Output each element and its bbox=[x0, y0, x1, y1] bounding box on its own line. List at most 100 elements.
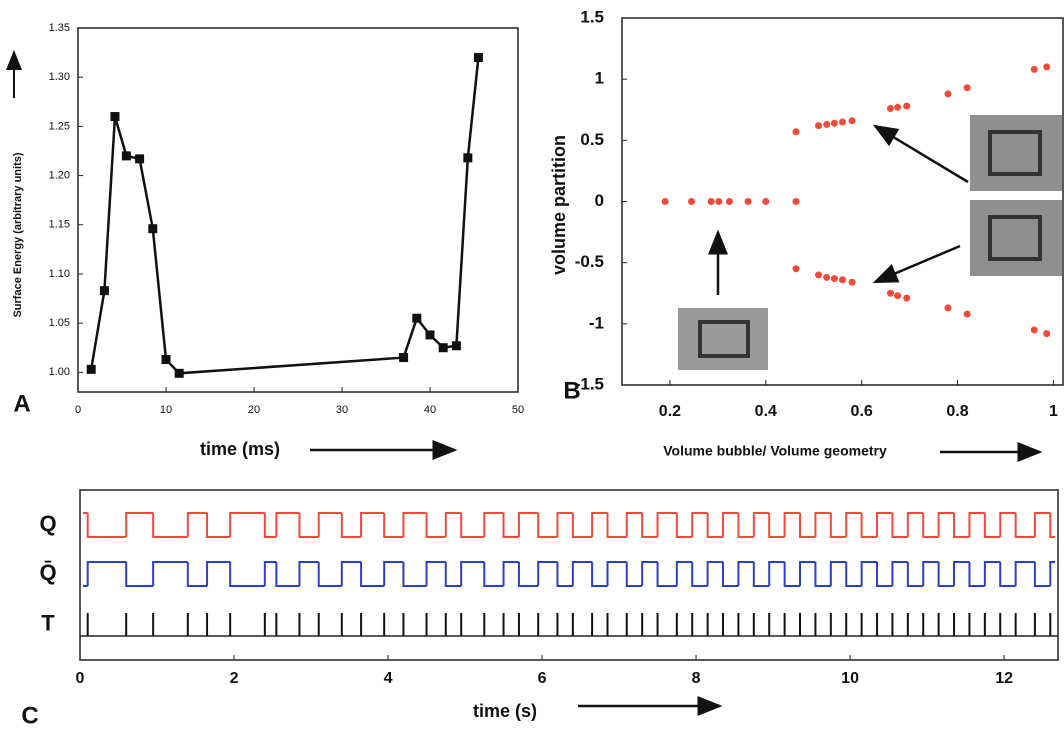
inset-image bbox=[988, 130, 1042, 176]
x-tick-label: 30 bbox=[336, 404, 348, 416]
data-point bbox=[944, 90, 952, 98]
x-tick-label: 20 bbox=[248, 404, 260, 416]
data-point bbox=[944, 304, 952, 312]
series-name: Q̄ bbox=[39, 560, 56, 585]
data-point bbox=[110, 112, 120, 122]
wave-segment bbox=[706, 513, 724, 538]
series-name: T bbox=[41, 610, 55, 635]
data-line bbox=[89, 57, 480, 375]
wave-segment bbox=[922, 513, 939, 538]
wave-segment bbox=[860, 513, 878, 538]
wave-segment bbox=[737, 561, 754, 586]
wave-segment bbox=[186, 512, 208, 537]
data-point bbox=[963, 84, 971, 92]
data-point bbox=[963, 310, 971, 318]
y-tick-label: 1.00 bbox=[49, 366, 70, 378]
wave-segment bbox=[752, 512, 770, 537]
wave-segment bbox=[675, 561, 693, 586]
wave-segment bbox=[845, 562, 862, 587]
x-tick-label: 0.4 bbox=[755, 403, 777, 420]
data-point bbox=[762, 198, 770, 205]
wave-segment bbox=[340, 513, 362, 538]
wave-segment bbox=[641, 561, 658, 586]
wave-segment bbox=[656, 512, 677, 537]
wave-segment bbox=[1049, 561, 1055, 586]
data-point bbox=[823, 120, 831, 128]
data-point bbox=[399, 353, 409, 363]
wave-segment bbox=[876, 512, 893, 537]
wave-segment bbox=[983, 561, 1001, 586]
wave-segment bbox=[829, 561, 847, 586]
data-point bbox=[848, 117, 856, 125]
y-tick-label: 1.35 bbox=[49, 22, 70, 34]
x-axis-label: Volume bubble/ Volume geometry bbox=[663, 443, 887, 459]
wave-segment bbox=[606, 561, 627, 586]
data-point bbox=[473, 53, 483, 63]
wave-segment bbox=[460, 513, 485, 538]
data-point bbox=[830, 119, 838, 127]
data-point bbox=[463, 153, 473, 163]
data-point bbox=[792, 128, 800, 136]
wave-segment bbox=[891, 561, 908, 586]
data-point bbox=[1030, 65, 1038, 73]
y-axis-label: Surface Energy (arbitrary units) bbox=[12, 152, 24, 317]
data-point bbox=[412, 313, 422, 323]
data-point bbox=[135, 154, 145, 164]
wave-segment bbox=[317, 512, 342, 537]
wave-segment bbox=[152, 513, 188, 538]
x-tick-label: 0.2 bbox=[659, 403, 681, 420]
data-point bbox=[839, 276, 846, 284]
x-tick-label: 12 bbox=[995, 670, 1013, 687]
y-tick-label: -1.5 bbox=[575, 374, 604, 393]
panel-label: C bbox=[21, 702, 38, 729]
wave-segment bbox=[537, 513, 558, 538]
y-tick-label: -0.5 bbox=[575, 252, 604, 271]
inset-image bbox=[970, 200, 1062, 276]
wave-segment bbox=[768, 513, 785, 538]
x-tick-label: 6 bbox=[538, 670, 547, 687]
wave-segment bbox=[625, 562, 643, 587]
y-tick-label: 1.05 bbox=[49, 317, 70, 329]
wave-segment bbox=[783, 512, 801, 537]
wave-segment bbox=[591, 512, 608, 537]
x-tick-label: 0 bbox=[76, 670, 85, 687]
wave-segment bbox=[86, 561, 127, 586]
data-point bbox=[839, 118, 846, 126]
data-point bbox=[425, 330, 435, 340]
y-tick-label: -1 bbox=[589, 313, 604, 332]
wave-segment bbox=[737, 513, 754, 538]
wave-segment bbox=[641, 513, 658, 538]
inset-image bbox=[678, 308, 768, 370]
series-name: Q bbox=[39, 511, 56, 536]
wave-segment bbox=[152, 561, 188, 586]
wave-segment bbox=[556, 562, 573, 587]
wave-segment bbox=[425, 513, 446, 538]
wave-segment bbox=[502, 561, 519, 586]
wave-segment bbox=[922, 561, 939, 586]
wave-segment bbox=[799, 513, 816, 538]
data-point bbox=[174, 368, 184, 378]
wave-segment bbox=[275, 512, 300, 537]
data-point bbox=[1030, 326, 1038, 334]
wave-segment bbox=[860, 561, 878, 586]
wave-segment bbox=[483, 512, 504, 537]
wave-segment bbox=[537, 561, 558, 586]
wave-segment bbox=[906, 562, 924, 587]
wave-segment bbox=[275, 562, 300, 587]
data-point bbox=[894, 292, 902, 300]
wave-segment bbox=[722, 512, 739, 537]
wave-segment bbox=[999, 512, 1016, 537]
inset-image bbox=[970, 115, 1062, 191]
data-point bbox=[830, 275, 838, 283]
wave-segment bbox=[983, 513, 1001, 538]
wave-segment bbox=[483, 562, 504, 587]
wave-segment bbox=[229, 562, 265, 587]
data-point bbox=[792, 198, 800, 205]
wave-segment bbox=[317, 562, 342, 587]
x-tick-label: 0 bbox=[75, 404, 81, 416]
y-axis-label: volume partition bbox=[549, 135, 569, 275]
wave-segment bbox=[783, 562, 801, 587]
x-tick-label: 2 bbox=[230, 670, 239, 687]
data-point bbox=[707, 198, 715, 205]
